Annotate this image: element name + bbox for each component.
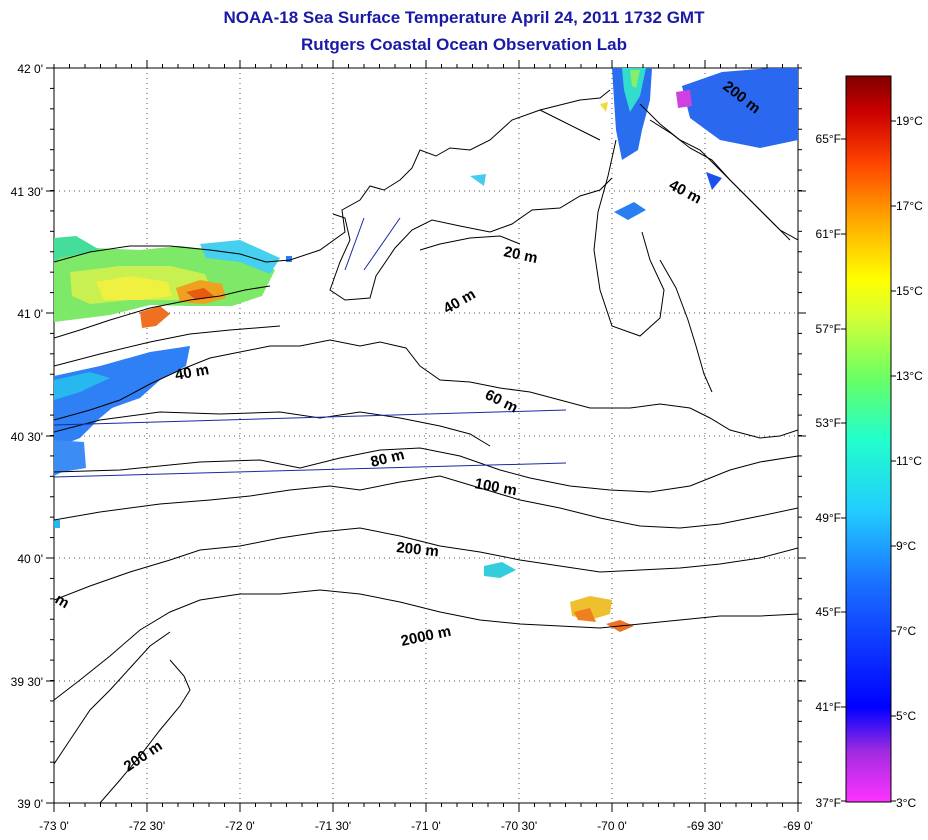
lon-label: -71 0' <box>411 819 441 833</box>
lon-label: -69 0' <box>783 819 813 833</box>
lat-labels: 42 0' 41 30' 41 0' 40 30' 40 0' 39 30' 3… <box>11 62 43 811</box>
iso-label-40-west: 40 m <box>174 361 211 384</box>
colorbar-c-label: 3°C <box>896 796 916 810</box>
lon-label: -70 0' <box>597 819 627 833</box>
colorbar: 19°C 17°C 15°C 13°C 11°C 9°C 7°C 5°C 3°C… <box>816 75 923 810</box>
lon-label: -72 30' <box>129 819 165 833</box>
colorbar-c-label: 5°C <box>896 709 916 723</box>
iso-label-20: 20 m <box>502 243 539 267</box>
lat-label: 40 30' <box>11 430 43 444</box>
colorbar-c-label: 7°C <box>896 624 916 638</box>
lat-label: 41 30' <box>11 185 43 199</box>
lon-label: -70 30' <box>501 819 537 833</box>
lon-label: -73 0' <box>39 819 69 833</box>
map-subtitle: Rutgers Coastal Ocean Observation Lab <box>301 35 627 54</box>
colorbar-c-label: 15°C <box>896 284 923 298</box>
colorbar-f-label: 37°F <box>816 796 841 810</box>
colorbar-c-label: 13°C <box>896 369 923 383</box>
colorbar-ramp <box>845 75 892 803</box>
colorbar-f-label: 49°F <box>816 511 841 525</box>
iso-label-200: 200 m <box>396 539 440 560</box>
colorbar-f-label: 65°F <box>816 132 841 146</box>
lat-label: 39 30' <box>11 675 43 689</box>
colorbar-c-label: 9°C <box>896 539 916 553</box>
colorbar-f-label: 53°F <box>816 416 841 430</box>
isobaths <box>54 103 798 803</box>
lon-label: -71 30' <box>315 819 351 833</box>
lon-labels: -73 0' -72 30' -72 0' -71 30' -71 0' -70… <box>39 819 813 833</box>
colorbar-c-label: 11°C <box>896 454 922 468</box>
colorbar-f-label: 41°F <box>816 700 841 714</box>
lat-label: 39 0' <box>17 797 43 811</box>
colorbar-f-label: 57°F <box>816 322 841 336</box>
colorbar-c-label: 17°C <box>896 199 923 213</box>
lat-label: 42 0' <box>17 62 43 76</box>
map-title: NOAA-18 Sea Surface Temperature April 24… <box>223 8 705 27</box>
sst-patches <box>54 68 798 632</box>
track-lines <box>54 217 567 478</box>
lon-label: -69 30' <box>687 819 723 833</box>
lon-label: -72 0' <box>225 819 255 833</box>
graticule <box>54 68 798 803</box>
lat-label: 40 0' <box>17 552 43 566</box>
colorbar-c-label: 19°C <box>896 114 923 128</box>
colorbar-f-label: 61°F <box>816 227 841 241</box>
colorbar-f-label: 45°F <box>816 605 841 619</box>
minor-ticks <box>50 64 802 807</box>
lat-label: 41 0' <box>17 307 43 321</box>
coastline <box>54 89 798 439</box>
